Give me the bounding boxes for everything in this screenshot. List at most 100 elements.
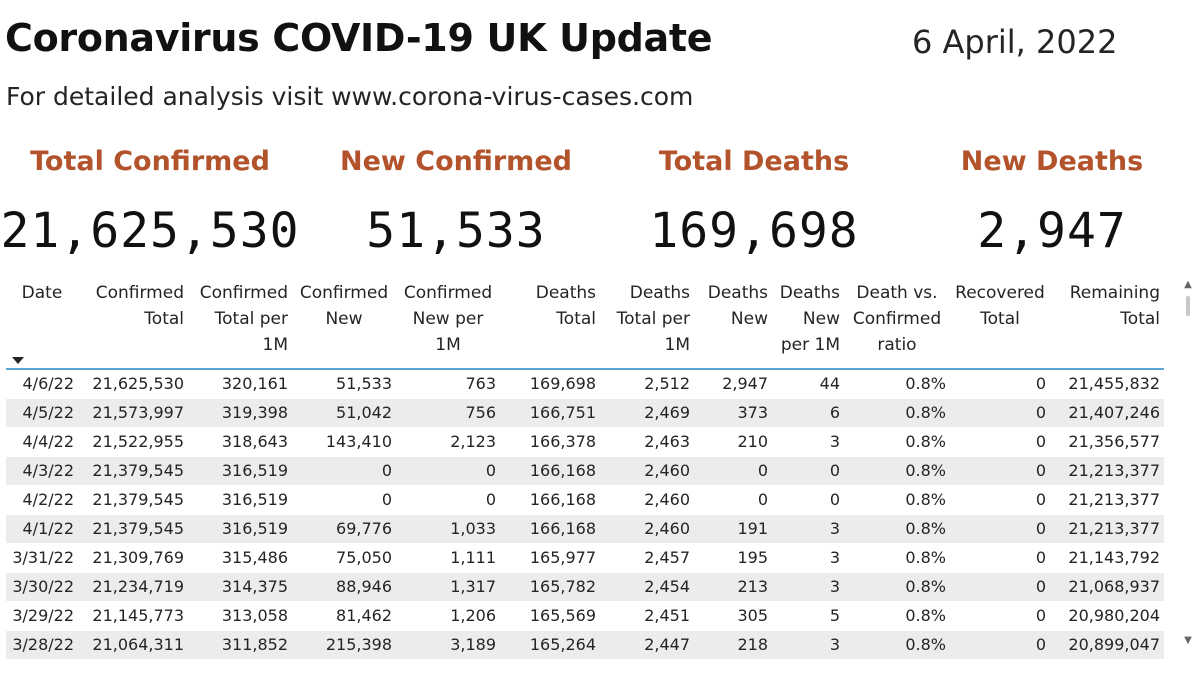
- cell-deaths-new-per-1m: 3: [829, 577, 840, 596]
- column-header-death-vs-confirmed-ratio[interactable]: Death vs. Confirmed ratio: [844, 276, 950, 369]
- cell-death-vs-confirmed-ratio: 0.8%: [905, 635, 946, 654]
- cell-confirmed-total: 21,573,997: [92, 403, 184, 422]
- cell-remaining-total: 21,356,577: [1068, 432, 1160, 451]
- cell-confirmed-new-per-1m: 2,123: [450, 432, 496, 451]
- column-header-line: Total: [556, 309, 596, 329]
- cell-confirmed-total: 21,379,545: [92, 490, 184, 509]
- column-header-confirmed-total-per-1m[interactable]: Confirmed Total per 1M: [188, 276, 292, 369]
- column-header-line: Remaining: [1069, 283, 1160, 303]
- cell-confirmed-total-per-1m: 316,519: [221, 519, 288, 538]
- cell-date: 3/28/22: [12, 635, 74, 654]
- scroll-up-icon[interactable]: ▲: [1184, 279, 1192, 290]
- scroll-down-icon[interactable]: ▼: [1184, 635, 1192, 646]
- cell-confirmed-new: 51,533: [336, 374, 392, 393]
- cell-deaths-total-per-1m: 2,469: [644, 403, 690, 422]
- cell-confirmed-new: 69,776: [336, 519, 392, 538]
- cell-deaths-new-per-1m: 3: [829, 519, 840, 538]
- cell-death-vs-confirmed-ratio: 0.8%: [905, 374, 946, 393]
- kpi-card-new-deaths: New Deaths 2,947: [902, 140, 1200, 266]
- cell-deaths-new-per-1m: 6: [829, 403, 840, 422]
- table-row[interactable]: 4/1/22 21,379,545 316,519 69,776 1,033 166,16…: [6, 514, 1164, 544]
- cell-deaths-total-per-1m: 2,460: [644, 490, 690, 509]
- column-header-line: New: [325, 309, 363, 329]
- table-row[interactable]: 3/28/22 21,064,311 311,852 215,398 3,189 165,…: [6, 630, 1164, 660]
- cell-deaths-new-per-1m: 5: [829, 606, 840, 625]
- report-date: 6 April, 2022: [912, 23, 1118, 61]
- cell-deaths-total: 165,264: [529, 635, 596, 654]
- cell-confirmed-new-per-1m: 756: [465, 403, 496, 422]
- column-header-confirmed-total[interactable]: Confirmed Total: [78, 276, 188, 369]
- cell-remaining-total: 21,213,377: [1068, 519, 1160, 538]
- cell-death-vs-confirmed-ratio: 0.8%: [905, 519, 946, 538]
- cell-confirmed-total-per-1m: 318,643: [221, 432, 288, 451]
- column-header-line: Deaths: [779, 283, 840, 303]
- table-header-row: Date Confirmed Total Confirmed Total per 1M Co…: [6, 276, 1164, 369]
- column-header-line: Total per: [616, 309, 690, 329]
- cell-confirmed-new-per-1m: 3,189: [450, 635, 496, 654]
- cell-death-vs-confirmed-ratio: 0.8%: [905, 548, 946, 567]
- cell-date: 4/6/22: [22, 374, 75, 393]
- cell-confirmed-total-per-1m: 316,519: [221, 461, 288, 480]
- cell-death-vs-confirmed-ratio: 0.8%: [905, 461, 946, 480]
- column-header-remaining-total[interactable]: Remaining Total: [1050, 276, 1164, 369]
- covid-data-table: Date Confirmed Total Confirmed Total per 1M Co…: [6, 276, 1164, 660]
- cell-deaths-total-per-1m: 2,451: [644, 606, 690, 625]
- column-header-deaths-total-per-1m[interactable]: Deaths Total per 1M: [600, 276, 694, 369]
- kpi-value: 2,947: [977, 203, 1127, 259]
- column-header-line: Confirmed: [199, 283, 288, 303]
- cell-confirmed-total: 21,625,530: [92, 374, 184, 393]
- cell-deaths-total: 166,168: [529, 519, 596, 538]
- column-header-line: Confirmed: [299, 283, 389, 303]
- cell-confirmed-new: 81,462: [336, 606, 392, 625]
- cell-confirmed-new-per-1m: 0: [485, 461, 496, 480]
- column-header-line: Confirmed: [403, 283, 493, 303]
- cell-deaths-new: 191: [737, 519, 768, 538]
- table-scrollbar[interactable]: ▲ ▼: [1181, 276, 1195, 652]
- column-header-confirmed-new-per-1m[interactable]: Confirmed New per 1M: [396, 276, 500, 369]
- cell-recovered-total: 0: [1035, 577, 1046, 596]
- cell-deaths-total-per-1m: 2,447: [644, 635, 690, 654]
- table-row[interactable]: 4/4/22 21,522,955 318,643 143,410 2,123 166,3…: [6, 428, 1164, 457]
- sort-descending-icon[interactable]: [12, 357, 24, 364]
- table-row[interactable]: 4/5/22 21,573,997 319,398 51,042 756 166,751 2…: [6, 398, 1164, 428]
- cell-deaths-new: 373: [737, 403, 768, 422]
- cell-remaining-total: 20,980,204: [1068, 606, 1160, 625]
- column-header-line: Deaths: [535, 283, 596, 303]
- column-header-confirmed-new[interactable]: Confirmed New: [292, 276, 396, 369]
- table-row[interactable]: 3/29/22 21,145,773 313,058 81,462 1,206 165,5…: [6, 602, 1164, 631]
- column-header-deaths-total[interactable]: Deaths Total: [500, 276, 600, 369]
- cell-deaths-new-per-1m: 3: [829, 635, 840, 654]
- column-header-line: Total: [1120, 309, 1160, 329]
- cell-deaths-new: 2,947: [722, 374, 768, 393]
- kpi-label: Total Confirmed: [30, 146, 270, 177]
- table-row[interactable]: 4/2/22 21,379,545 316,519 0 0 166,168 2,460 0 0 0…: [6, 486, 1164, 515]
- table-row[interactable]: 4/3/22 21,379,545 316,519 0 0 166,168 2,460 0 0 0…: [6, 456, 1164, 486]
- cell-recovered-total: 0: [1035, 490, 1046, 509]
- cell-deaths-new: 0: [757, 461, 768, 480]
- cell-confirmed-total: 21,309,769: [92, 548, 184, 567]
- column-header-deaths-new[interactable]: Deaths New: [694, 276, 772, 369]
- table-row[interactable]: 3/31/22 21,309,769 315,486 75,050 1,111 165,9…: [6, 544, 1164, 573]
- column-header-date[interactable]: Date: [6, 276, 78, 369]
- cell-confirmed-total: 21,379,545: [92, 461, 184, 480]
- column-header-line: New: [730, 309, 768, 329]
- cell-death-vs-confirmed-ratio: 0.8%: [905, 403, 946, 422]
- column-header-line: 1M: [262, 335, 288, 355]
- cell-death-vs-confirmed-ratio: 0.8%: [905, 606, 946, 625]
- cell-deaths-total: 166,751: [529, 403, 596, 422]
- cell-confirmed-total: 21,145,773: [92, 606, 184, 625]
- kpi-card-new-confirmed: New Confirmed 51,533: [306, 140, 606, 266]
- column-header-line: New: [802, 309, 840, 329]
- column-header-line: Deaths: [629, 283, 690, 303]
- column-header-line: Death vs.: [856, 283, 938, 303]
- cell-recovered-total: 0: [1035, 432, 1046, 451]
- cell-confirmed-total-per-1m: 316,519: [221, 490, 288, 509]
- column-header-deaths-new-per-1m[interactable]: Deaths New per 1M: [772, 276, 844, 369]
- cell-confirmed-new: 51,042: [336, 403, 392, 422]
- table-row[interactable]: 4/6/22 21,625,530 320,161 51,533 763 169,698 2…: [6, 369, 1164, 399]
- scroll-thumb[interactable]: [1186, 296, 1190, 316]
- cell-death-vs-confirmed-ratio: 0.8%: [905, 490, 946, 509]
- column-header-recovered-total[interactable]: Recovered Total: [950, 276, 1050, 369]
- cell-deaths-total: 165,569: [529, 606, 596, 625]
- table-row[interactable]: 3/30/22 21,234,719 314,375 88,946 1,317 165,7…: [6, 572, 1164, 602]
